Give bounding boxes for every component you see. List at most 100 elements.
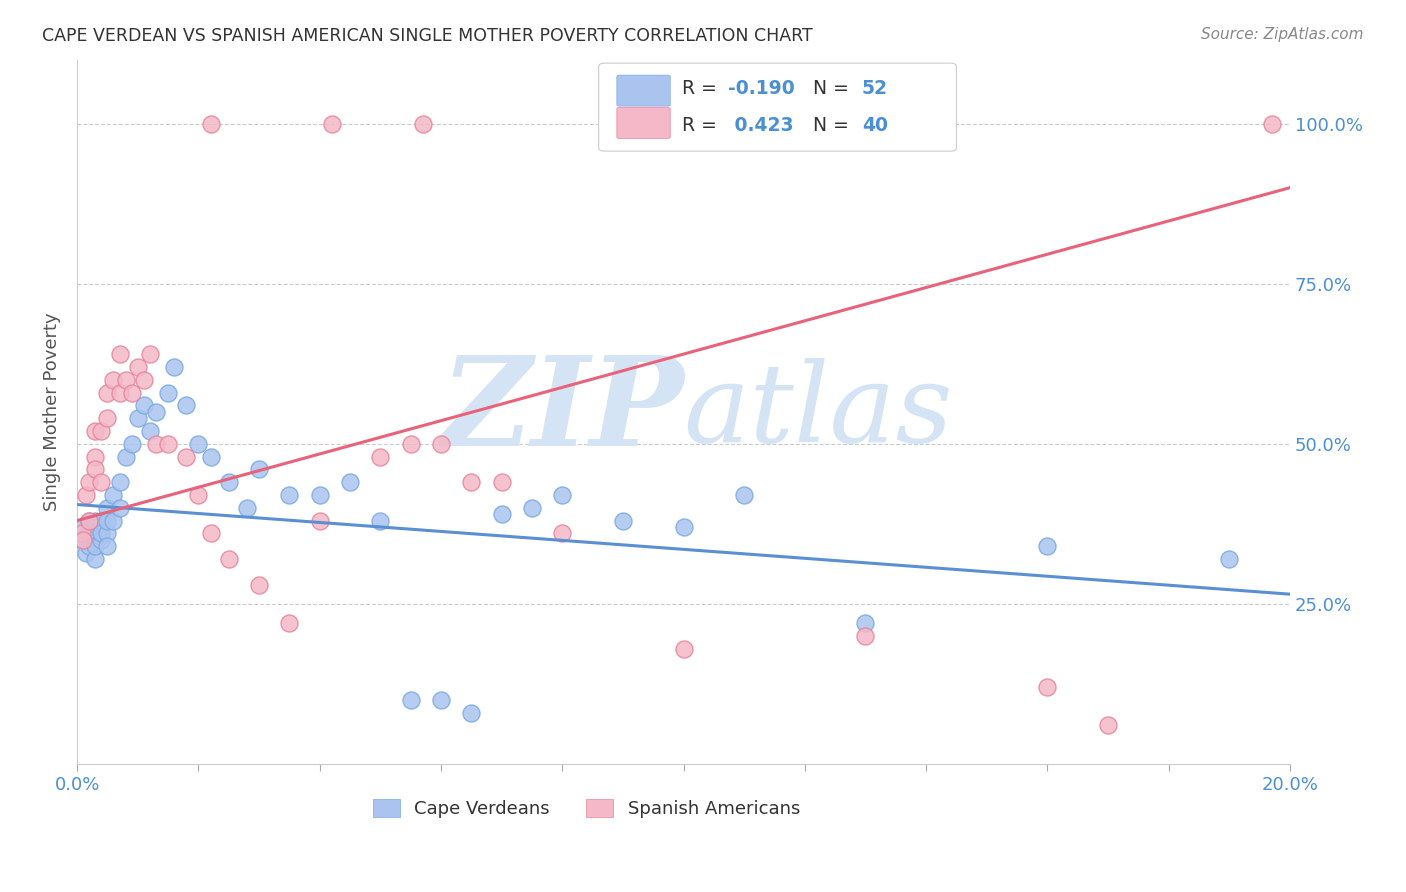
Point — [551, 526, 574, 541]
Text: 52: 52 — [862, 79, 887, 98]
Point — [200, 526, 222, 541]
Text: Source: ZipAtlas.com: Source: ZipAtlas.com — [1201, 27, 1364, 42]
Text: 0.423: 0.423 — [728, 116, 794, 136]
Point — [460, 475, 482, 490]
Point — [174, 398, 197, 412]
Point — [308, 488, 330, 502]
Point — [132, 398, 155, 412]
Point — [187, 436, 209, 450]
FancyBboxPatch shape — [617, 108, 671, 138]
Point — [96, 539, 118, 553]
Point — [218, 475, 240, 490]
Text: atlas: atlas — [683, 358, 953, 466]
Point — [108, 500, 131, 515]
Point — [370, 514, 392, 528]
Point — [1097, 718, 1119, 732]
Point — [551, 488, 574, 502]
Point — [108, 475, 131, 490]
Point — [77, 514, 100, 528]
Point — [121, 436, 143, 450]
Point — [236, 500, 259, 515]
Point — [1218, 552, 1240, 566]
Text: CAPE VERDEAN VS SPANISH AMERICAN SINGLE MOTHER POVERTY CORRELATION CHART: CAPE VERDEAN VS SPANISH AMERICAN SINGLE … — [42, 27, 813, 45]
Text: ZIP: ZIP — [440, 351, 683, 473]
Point — [187, 488, 209, 502]
Text: -0.190: -0.190 — [728, 79, 796, 98]
Point — [200, 450, 222, 464]
Point — [70, 533, 93, 547]
Point — [114, 373, 136, 387]
Point — [114, 450, 136, 464]
Point — [121, 385, 143, 400]
Text: 40: 40 — [862, 116, 887, 136]
Point — [139, 347, 162, 361]
Y-axis label: Single Mother Poverty: Single Mother Poverty — [44, 312, 60, 511]
Point — [90, 533, 112, 547]
Point — [72, 520, 94, 534]
Point — [132, 373, 155, 387]
Point — [77, 475, 100, 490]
Point — [145, 436, 167, 450]
Point — [84, 450, 107, 464]
Point — [672, 520, 695, 534]
Point — [200, 117, 222, 131]
Point — [108, 347, 131, 361]
Point — [90, 520, 112, 534]
Point — [460, 706, 482, 720]
Point — [491, 507, 513, 521]
Point — [612, 514, 634, 528]
Point — [96, 500, 118, 515]
Point — [90, 526, 112, 541]
Point — [399, 693, 422, 707]
Point — [84, 462, 107, 476]
Point — [370, 450, 392, 464]
Point — [855, 629, 877, 643]
Point — [70, 526, 93, 541]
Point — [218, 552, 240, 566]
Point — [96, 411, 118, 425]
Point — [96, 385, 118, 400]
Point — [84, 424, 107, 438]
Point — [90, 514, 112, 528]
Point — [72, 533, 94, 547]
Point — [84, 552, 107, 566]
Point — [430, 436, 453, 450]
Text: R =: R = — [682, 79, 723, 98]
Point — [77, 514, 100, 528]
Point — [84, 539, 107, 553]
Point — [157, 436, 180, 450]
Point — [733, 488, 755, 502]
Point — [90, 424, 112, 438]
Point — [321, 117, 343, 131]
Point — [247, 462, 270, 476]
Text: N =: N = — [813, 79, 855, 98]
FancyBboxPatch shape — [617, 75, 671, 106]
Point — [103, 488, 125, 502]
Point — [84, 526, 107, 541]
Point — [278, 615, 301, 630]
Point — [96, 526, 118, 541]
Point — [672, 641, 695, 656]
Point — [308, 514, 330, 528]
Point — [77, 539, 100, 553]
Point — [412, 117, 434, 131]
Point — [157, 385, 180, 400]
Text: N =: N = — [813, 116, 855, 136]
FancyBboxPatch shape — [599, 63, 956, 151]
Point — [127, 411, 149, 425]
Point — [77, 526, 100, 541]
Point — [247, 577, 270, 591]
Point — [339, 475, 361, 490]
Point — [520, 500, 543, 515]
Point — [145, 405, 167, 419]
Point — [90, 475, 112, 490]
Point — [1036, 539, 1059, 553]
Point — [103, 373, 125, 387]
Point — [430, 693, 453, 707]
Point — [139, 424, 162, 438]
Point — [278, 488, 301, 502]
Point — [84, 514, 107, 528]
Point — [1261, 117, 1284, 131]
Point — [96, 514, 118, 528]
Point — [399, 436, 422, 450]
